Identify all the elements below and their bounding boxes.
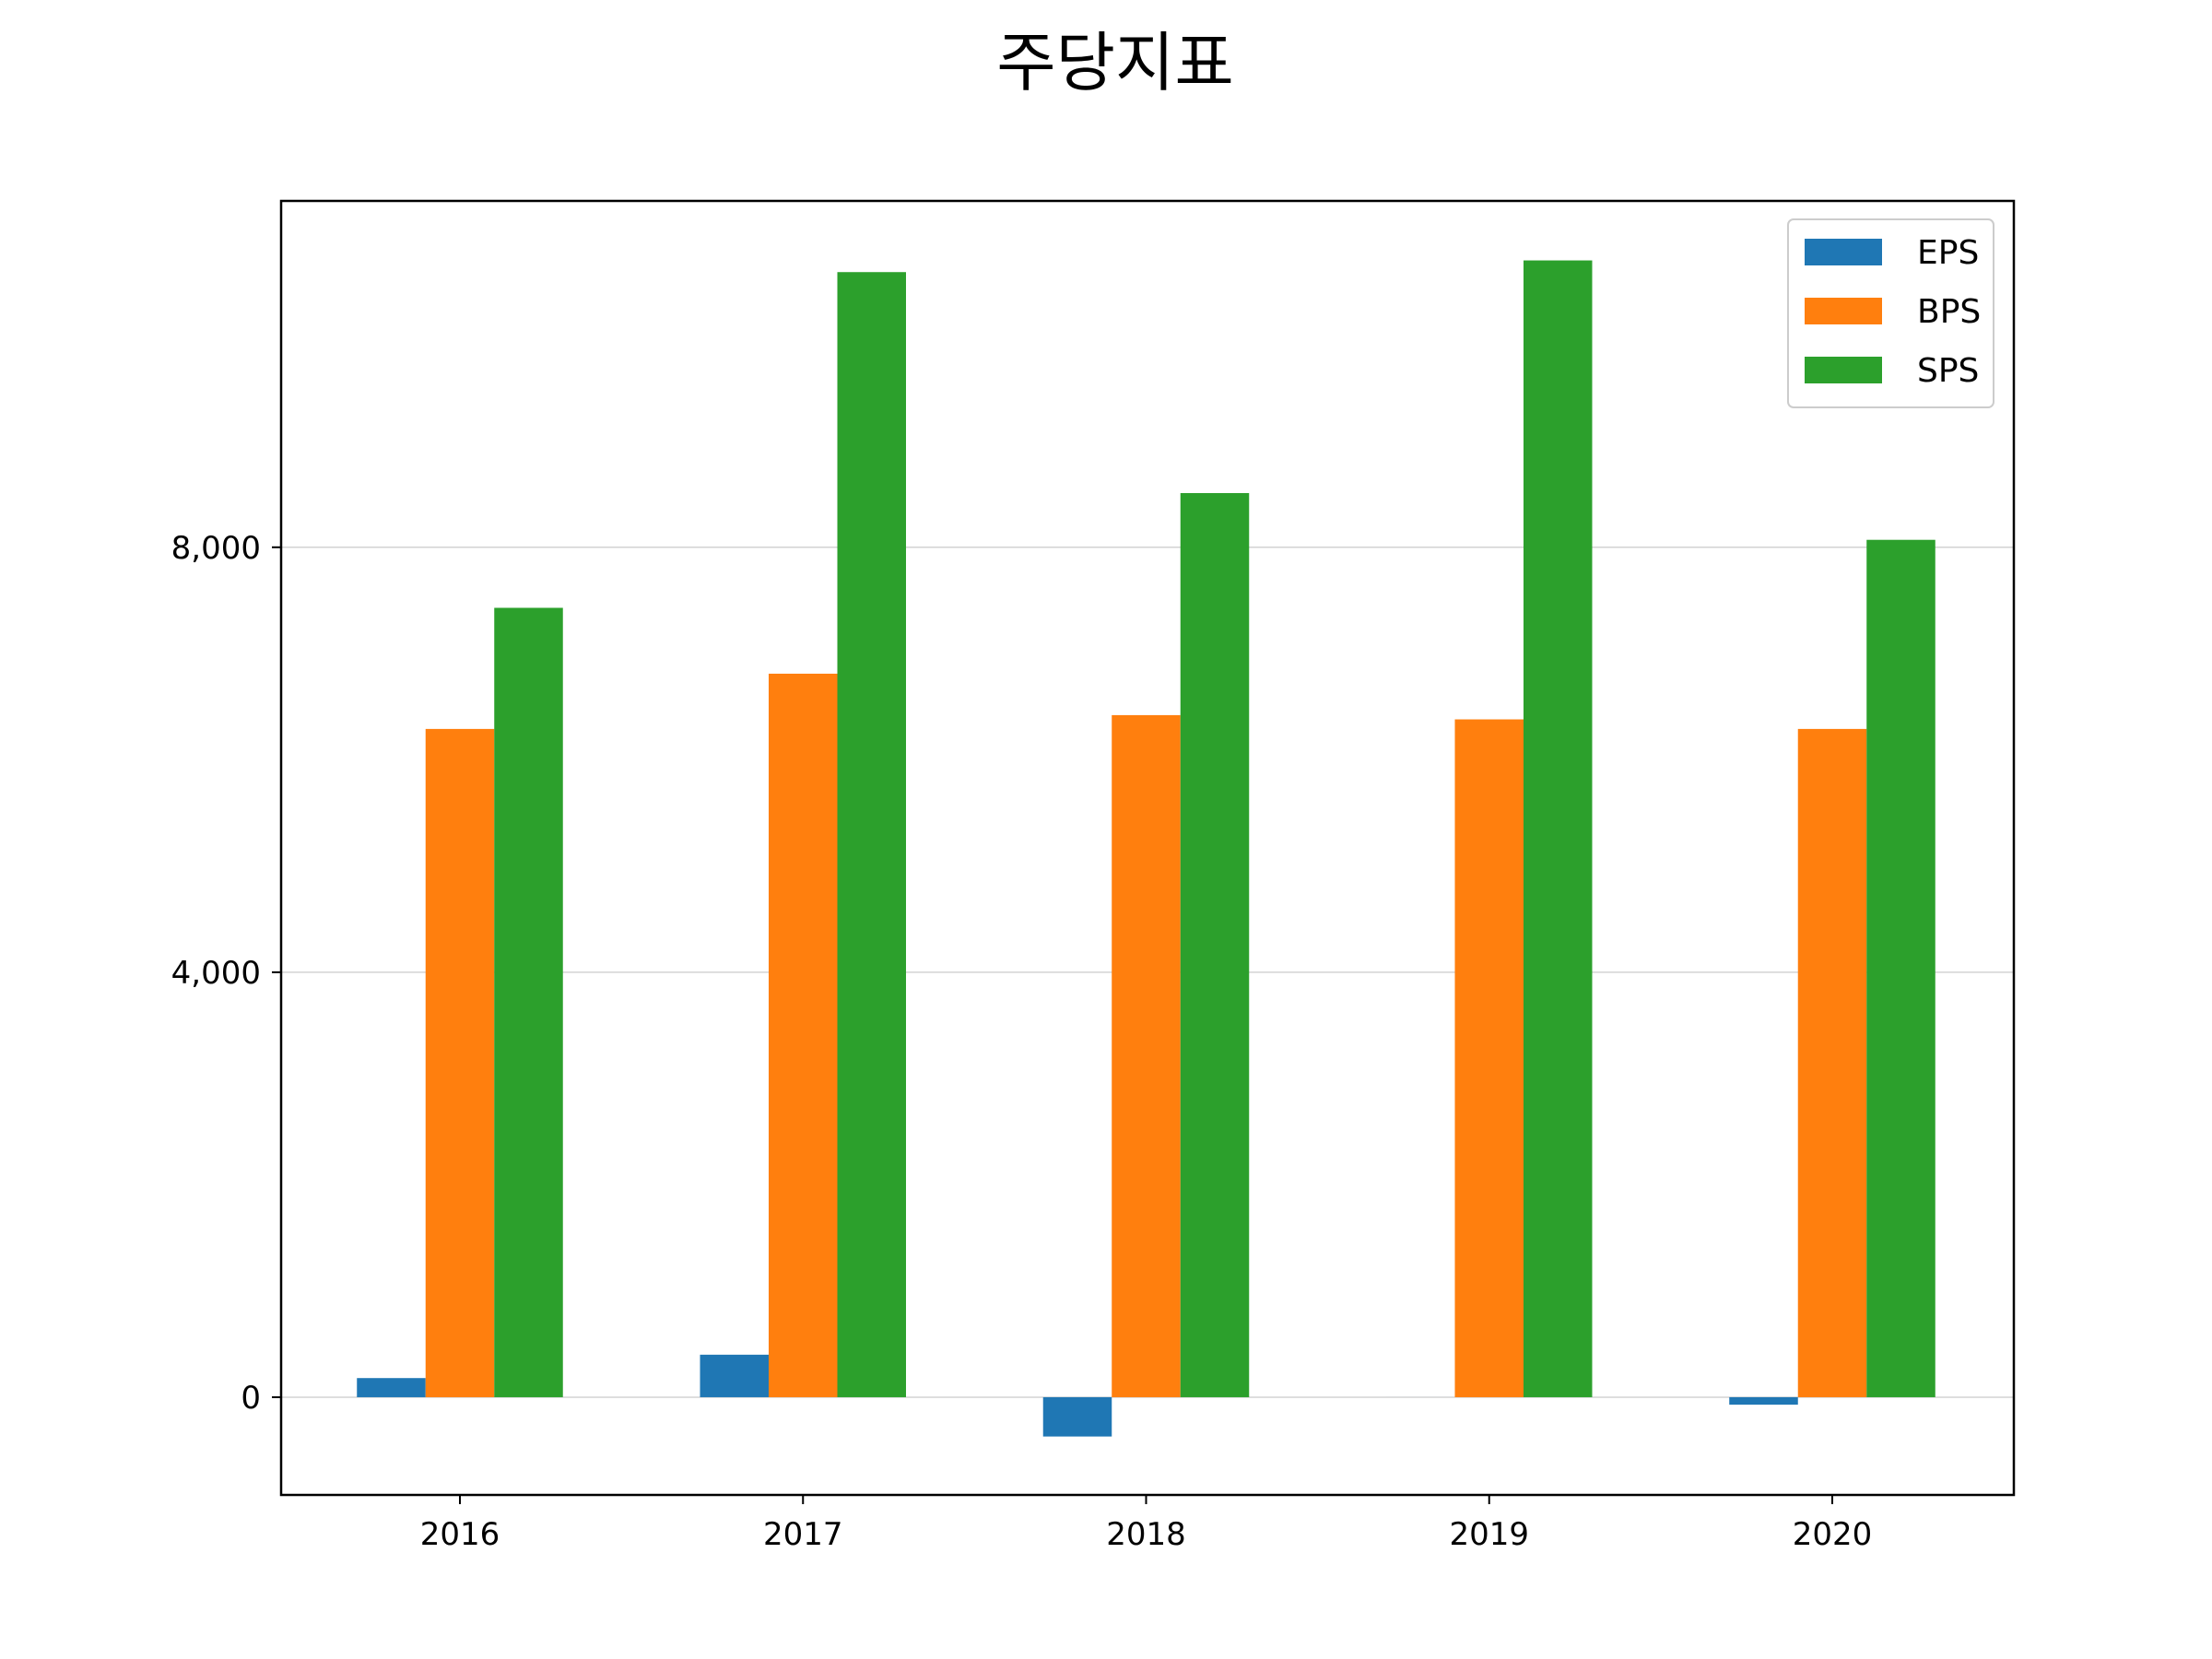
bar-bps-2019 xyxy=(1454,719,1524,1397)
bar-eps-2016 xyxy=(357,1378,426,1397)
bar-eps-2020 xyxy=(1729,1396,1798,1406)
bar-sps-2020 xyxy=(1866,539,1936,1397)
x-tick-label: 2019 xyxy=(1449,1516,1529,1553)
bar-sps-2019 xyxy=(1524,260,1593,1397)
bar-sps-2017 xyxy=(837,272,906,1397)
bar-bps-2016 xyxy=(425,728,495,1397)
bar-eps-2018 xyxy=(1042,1396,1112,1437)
bar-eps-2017 xyxy=(700,1354,769,1397)
legend-swatch-bps xyxy=(1805,298,1882,324)
legend: EPS BPS SPS xyxy=(1787,218,1994,408)
legend-label-eps: EPS xyxy=(1917,234,1979,272)
y-tick-label: 4,000 xyxy=(171,955,261,992)
bar-bps-2018 xyxy=(1112,714,1181,1397)
bar-bps-2020 xyxy=(1797,728,1867,1397)
bars xyxy=(357,260,1936,1437)
x-tick-label: 2018 xyxy=(1106,1516,1186,1553)
bar-sps-2018 xyxy=(1180,492,1250,1397)
x-tick-label: 2017 xyxy=(763,1516,843,1553)
legend-swatch-eps xyxy=(1805,239,1882,265)
x-axis: 2016 2017 2018 2019 2020 xyxy=(420,1495,1873,1553)
legend-label-bps: BPS xyxy=(1917,293,1981,331)
bar-sps-2016 xyxy=(494,607,563,1397)
y-axis: 0 4,000 8,000 xyxy=(171,530,281,1417)
plot-frame xyxy=(279,199,2016,1497)
bar-bps-2017 xyxy=(769,673,838,1397)
y-tick-label: 8,000 xyxy=(171,530,261,567)
chart-title: 주당지표 xyxy=(996,25,1234,100)
x-tick-label: 2020 xyxy=(1793,1516,1873,1553)
x-tick-label: 2016 xyxy=(420,1516,500,1553)
legend-label-sps: SPS xyxy=(1917,352,1979,390)
y-tick-label: 0 xyxy=(241,1380,261,1417)
legend-swatch-sps xyxy=(1805,357,1882,383)
